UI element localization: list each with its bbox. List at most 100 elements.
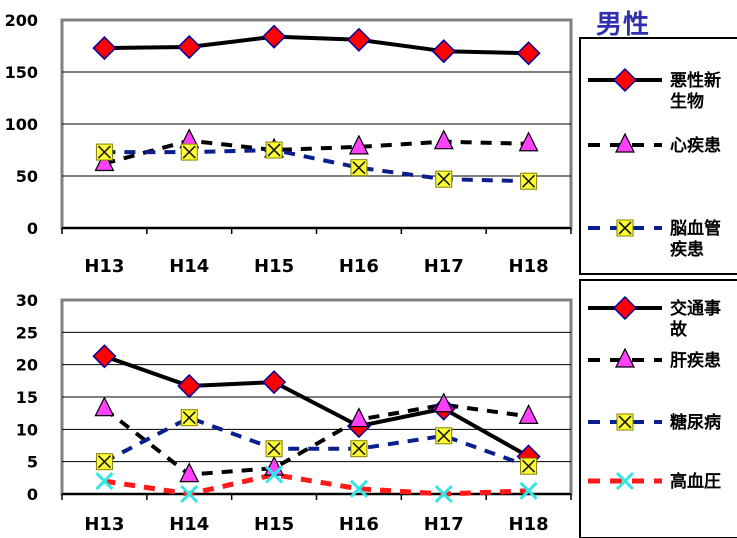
legend-marker-2 xyxy=(615,132,635,153)
y-tick-label: 0 xyxy=(27,219,38,238)
x-tick-label: H13 xyxy=(84,256,124,277)
data-point-s3 xyxy=(435,170,453,188)
legend-label-3: 糖尿病 xyxy=(670,412,721,433)
legend-label-line: 糖尿病 xyxy=(670,412,721,433)
x-tick-label: H17 xyxy=(424,256,464,277)
data-point-s4 xyxy=(265,465,284,484)
data-point-s3 xyxy=(265,141,283,159)
data-point-s4 xyxy=(180,484,199,504)
data-point-s3-cross xyxy=(97,145,111,159)
data-point-s3-cross xyxy=(522,174,536,188)
legend-marker-3 xyxy=(616,219,634,237)
legend-label-line: 生物 xyxy=(670,91,704,112)
y-tick-label: 30 xyxy=(16,291,38,310)
data-point-s3 xyxy=(180,143,198,161)
data-point-s2 xyxy=(518,404,539,424)
y-tick-label: 5 xyxy=(27,453,38,472)
legend-box xyxy=(579,37,737,275)
legend-marker-3-cross xyxy=(618,221,632,235)
data-point-s1 xyxy=(262,24,287,49)
legend-label-2: 心疾患 xyxy=(670,135,721,156)
chart-panel-1: 0 50 100 150 200 H13 H14 H15 H16 H17 H18 悪性新生物心疾患脳血… xyxy=(5,11,737,277)
data-point-s3-cross xyxy=(352,161,366,175)
x-tick-label: H18 xyxy=(509,514,549,535)
data-point-s2 xyxy=(179,462,200,483)
data-point-s1 xyxy=(177,373,202,399)
chart-panel-2: 0 5 10 15 20 25 30 H13 H14 H15 H16 H17 H18 交通事故肝疾患糖尿病… xyxy=(16,279,737,538)
legend-label-line: 疾患 xyxy=(670,239,704,260)
data-point-s1 xyxy=(177,34,202,60)
x-tick-label: H16 xyxy=(339,514,379,535)
data-point-s3-cross xyxy=(182,411,196,425)
data-point-s4 xyxy=(519,481,538,500)
data-point-s1 xyxy=(262,370,287,395)
legend-box xyxy=(579,279,737,538)
y-tick-label: 100 xyxy=(5,115,38,134)
data-point-s3-cross xyxy=(267,143,281,157)
x-tick-label: H18 xyxy=(509,256,549,277)
legend-label-1: 悪性新生物 xyxy=(670,70,721,112)
data-point-s1 xyxy=(431,39,456,64)
legend-label-line: 交通事 xyxy=(670,298,721,319)
legend-label-line: 高血圧 xyxy=(670,471,721,492)
data-point-s3 xyxy=(435,427,453,445)
y-tick-label: 15 xyxy=(16,388,38,407)
data-point-s2 xyxy=(433,129,454,150)
legend-marker-3 xyxy=(616,413,634,431)
legend-marker-4 xyxy=(615,471,635,491)
data-point-s3 xyxy=(95,453,113,471)
data-point-s3-cross xyxy=(522,459,536,473)
x-tick-label: H14 xyxy=(169,514,209,535)
data-point-s3 xyxy=(520,172,538,190)
data-point-s3-cross xyxy=(182,145,196,159)
data-point-s1 xyxy=(92,36,117,61)
x-tick-label: H16 xyxy=(339,256,379,277)
series-line-2 xyxy=(103,402,529,477)
series-line-3 xyxy=(103,415,530,469)
y-tick-label: 50 xyxy=(16,167,38,186)
legend-label-line: 脳血管 xyxy=(670,218,721,239)
data-point-s1 xyxy=(92,344,117,369)
series-line-1 xyxy=(104,34,529,56)
legend-marker-3-cross xyxy=(618,415,632,429)
legend-marker-2 xyxy=(615,347,635,368)
y-tick-label: 25 xyxy=(16,323,38,342)
data-point-s2 xyxy=(94,396,115,417)
data-point-s2 xyxy=(348,407,369,428)
series-lines xyxy=(103,354,530,497)
data-point-s3-cross xyxy=(437,172,451,186)
series-line-3 xyxy=(104,148,529,184)
series-markers xyxy=(92,344,541,504)
series-markers xyxy=(92,24,541,190)
y-tick-label: 200 xyxy=(5,11,38,30)
legend-label-line: 故 xyxy=(670,319,688,340)
data-point-s3 xyxy=(265,440,283,458)
data-point-s3 xyxy=(520,457,538,475)
series-line-1 xyxy=(103,354,530,459)
legend-label-2: 肝疾患 xyxy=(670,350,721,371)
data-point-s1 xyxy=(516,41,541,66)
legend-marker-1 xyxy=(612,295,638,321)
data-point-s4 xyxy=(95,472,114,491)
x-tick-label: H15 xyxy=(254,256,294,277)
legend-marker-1 xyxy=(612,67,638,93)
data-point-s3 xyxy=(350,440,368,458)
legend-label-1: 交通事故 xyxy=(670,298,721,340)
chart-title: 男性 xyxy=(596,10,651,40)
data-point-s3 xyxy=(180,409,198,427)
data-point-s3-cross xyxy=(352,442,366,456)
y-tick-label: 0 xyxy=(27,485,38,504)
x-tick-label: H14 xyxy=(169,256,209,277)
y-tick-label: 150 xyxy=(5,63,38,82)
data-point-s3 xyxy=(350,159,368,177)
x-tick-label: H17 xyxy=(424,514,464,535)
data-point-s1 xyxy=(346,27,371,52)
legend-label-4: 高血圧 xyxy=(670,471,721,492)
data-point-s4 xyxy=(434,484,453,504)
legend-label-line: 肝疾患 xyxy=(670,350,721,371)
data-point-s2 xyxy=(348,134,369,155)
data-point-s3-cross xyxy=(97,455,111,469)
data-point-s3 xyxy=(95,143,113,161)
